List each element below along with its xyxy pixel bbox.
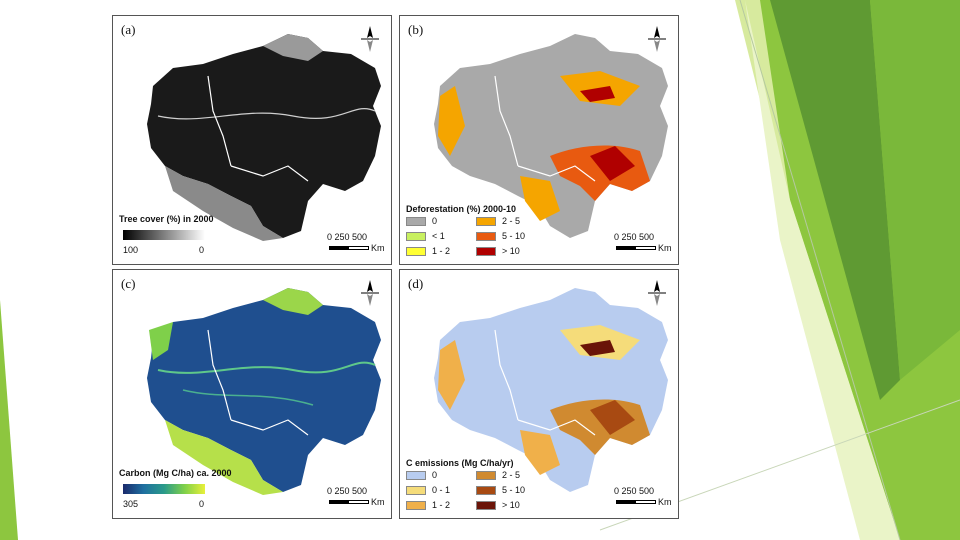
legend-item: 5 - 10 bbox=[476, 231, 546, 241]
panel-a-label: (a) bbox=[121, 22, 136, 37]
legend-swatch bbox=[406, 470, 426, 480]
amazon-figure: (a) Tree cover (%) in 2000 100 0 0 250 5… bbox=[112, 15, 679, 519]
legend-label: 2 - 5 bbox=[502, 216, 521, 226]
tree-cover-max-label: 100 bbox=[123, 245, 139, 255]
legend-item: 5 - 10 bbox=[476, 485, 546, 495]
panel-b-deforestation: (b) Deforestation (%) 2000-10 0 2 - 5 < 1 5… bbox=[399, 15, 679, 265]
legend-item: 1 - 2 bbox=[406, 500, 476, 510]
legend-label: 0 - 1 bbox=[432, 485, 451, 495]
emissions-map bbox=[434, 288, 668, 492]
legend-item: 2 - 5 bbox=[476, 470, 546, 480]
scale-bar-graphic bbox=[329, 500, 369, 504]
scale-bar: 0 250 500 Km bbox=[614, 232, 672, 258]
deforestation-legend-title: Deforestation (%) 2000-10 bbox=[406, 204, 517, 214]
scale-bar-numbers: 0 250 500 bbox=[614, 486, 655, 496]
north-arrow-icon bbox=[361, 280, 379, 306]
scale-bar: 0 250 500 Km bbox=[327, 486, 385, 512]
legend-label: > 10 bbox=[502, 246, 520, 256]
legend-label: 0 bbox=[432, 216, 438, 226]
carbon-legend-title: Carbon (Mg C/ha) ca. 2000 bbox=[119, 468, 232, 478]
scale-bar-unit: Km bbox=[371, 497, 385, 507]
right-dark-green-facet bbox=[770, 0, 900, 400]
north-arrow-icon bbox=[361, 26, 379, 52]
legend-item: 0 - 1 bbox=[406, 485, 476, 495]
panel-b-label: (b) bbox=[408, 22, 424, 37]
panel-d-label: (d) bbox=[408, 276, 424, 291]
panel-a-tree-cover: (a) Tree cover (%) in 2000 100 0 0 250 5… bbox=[112, 15, 392, 265]
tree-cover-map bbox=[147, 34, 381, 241]
scale-bar: 0 250 500 Km bbox=[327, 232, 385, 258]
scale-bar-numbers: 0 250 500 bbox=[614, 232, 655, 242]
legend-label: 0 bbox=[432, 470, 438, 480]
legend-swatch bbox=[406, 231, 426, 241]
legend-swatch bbox=[476, 231, 496, 241]
legend-swatch bbox=[476, 485, 496, 495]
legend-label: 1 - 2 bbox=[432, 246, 451, 256]
deforestation-legend: 0 2 - 5 < 1 5 - 10 1 - 2 > 10 bbox=[406, 216, 546, 256]
right-mid-green-facet bbox=[870, 0, 960, 380]
legend-item: 2 - 5 bbox=[476, 216, 546, 226]
legend-swatch bbox=[406, 485, 426, 495]
carbon-min-label: 0 bbox=[199, 499, 205, 509]
legend-swatch bbox=[476, 470, 496, 480]
legend-item: 1 - 2 bbox=[406, 246, 476, 256]
scale-bar: 0 250 500 Km bbox=[614, 486, 672, 512]
legend-item: 0 bbox=[406, 216, 476, 226]
legend-item: > 10 bbox=[476, 246, 546, 256]
legend-swatch bbox=[406, 246, 426, 256]
right-thin-line bbox=[739, 0, 901, 540]
legend-swatch bbox=[406, 216, 426, 226]
legend-swatch bbox=[476, 246, 496, 256]
panel-d-emissions: (d) C emissions (Mg C/ha/yr) 0 2 - 5 0 - 1… bbox=[399, 269, 679, 519]
emissions-legend: 0 2 - 5 0 - 1 5 - 10 1 - 2 > 10 bbox=[406, 470, 546, 510]
tree-cover-min-label: 0 bbox=[199, 245, 205, 255]
north-arrow-icon bbox=[648, 280, 666, 306]
scale-bar-unit: Km bbox=[658, 243, 672, 253]
legend-label: < 1 bbox=[432, 231, 445, 241]
emissions-legend-title: C emissions (Mg C/ha/yr) bbox=[406, 458, 514, 468]
scale-bar-unit: Km bbox=[658, 497, 672, 507]
legend-label: > 10 bbox=[502, 500, 520, 510]
panel-c-carbon: (c) Carbon (Mg C/ha) ca. 2000 305 0 0 25… bbox=[112, 269, 392, 519]
legend-label: 5 - 10 bbox=[502, 231, 526, 241]
north-arrow-icon bbox=[648, 26, 666, 52]
tree-cover-gradient bbox=[123, 230, 205, 240]
panel-c-label: (c) bbox=[121, 276, 136, 291]
legend-swatch bbox=[476, 216, 496, 226]
legend-label: 2 - 5 bbox=[502, 470, 521, 480]
legend-swatch bbox=[476, 500, 496, 510]
legend-label: 5 - 10 bbox=[502, 485, 526, 495]
left-green-sliver bbox=[0, 300, 18, 540]
tree-cover-legend-title: Tree cover (%) in 2000 bbox=[119, 214, 214, 224]
carbon-map bbox=[147, 288, 381, 495]
scale-bar-numbers: 0 250 500 bbox=[327, 232, 368, 242]
scale-bar-graphic bbox=[329, 246, 369, 250]
carbon-max-label: 305 bbox=[123, 499, 139, 509]
carbon-gradient bbox=[123, 484, 205, 494]
legend-label: 1 - 2 bbox=[432, 500, 451, 510]
scale-bar-graphic bbox=[616, 246, 656, 250]
scale-bar-numbers: 0 250 500 bbox=[327, 486, 368, 496]
deforestation-map bbox=[434, 34, 668, 238]
scale-bar-unit: Km bbox=[371, 243, 385, 253]
legend-item: < 1 bbox=[406, 231, 476, 241]
legend-item: 0 bbox=[406, 470, 476, 480]
scale-bar-graphic bbox=[616, 500, 656, 504]
legend-swatch bbox=[406, 500, 426, 510]
legend-item: > 10 bbox=[476, 500, 546, 510]
